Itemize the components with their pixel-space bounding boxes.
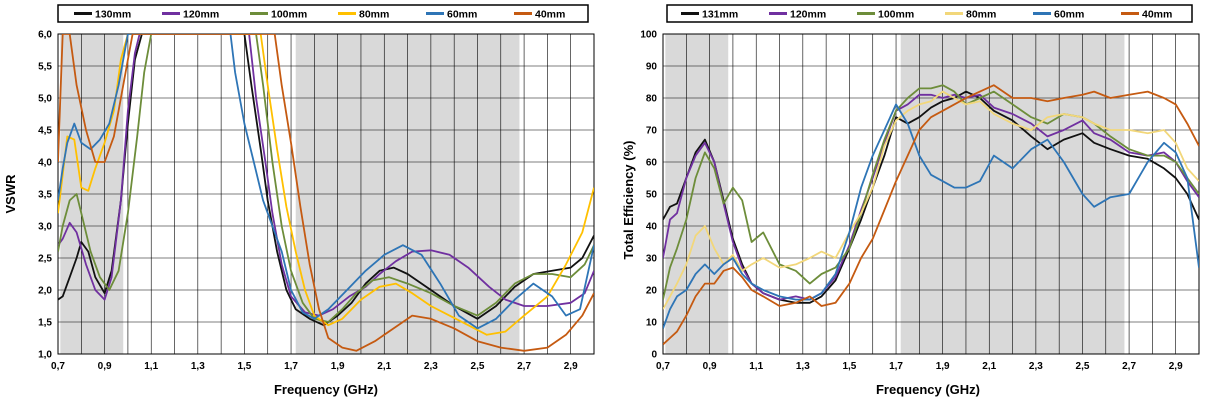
series-line-80mm [58,34,594,336]
x-tick-label: 0,9 [98,361,112,372]
y-tick-label: 6,0 [38,30,52,41]
legend-box [57,4,589,23]
y-tick-label: 1,5 [38,318,52,329]
x-tick-label: 1,5 [237,361,251,372]
legend-label: 100mm [271,8,307,20]
legend-box [666,4,1193,23]
legend-label: 80mm [966,8,996,20]
x-tick-labels: 0,7 0,9 1,1 1,3 1,5 1,7 1,9 2,1 2,3 2,5 2,7 2,9 [51,361,578,372]
y-tick-label: 4,5 [38,126,52,137]
x-tick-label: 2,3 [1029,361,1043,372]
gridlines [662,33,1200,355]
x-tick-labels: 0,7 0,9 1,1 1,3 1,5 1,7 1,9 2,1 2,3 2,5 2,7 2,9 [656,361,1183,372]
x-tick-label: 2,3 [424,361,438,372]
y-tick-label: 70 [646,126,658,137]
y-tick-label: 80 [646,94,658,105]
series-line-40mm [58,34,594,352]
legend-label: 40mm [1142,8,1172,20]
y-tick-label: 20 [646,286,658,297]
series-line-40mm [663,84,1199,346]
x-tick-label: 1,3 [191,361,205,372]
y-tick-label: 30 [646,254,658,265]
y-axis-title: VSWR [3,174,18,214]
y-tick-label: 3,0 [38,222,52,233]
y-tick-labels: 1,0 1,5 2,0 2,5 3,0 3,5 4,0 4,5 5,0 5,5 6,0 [38,30,52,361]
legend: 131mm 120mm 100mm 80mm 60mm 40mm [666,4,1193,23]
x-tick-label: 1,1 [144,361,158,372]
legend: 130mm 120mm 100mm 80mm 60mm 40mm [57,4,589,23]
legend-label: 40mm [535,8,565,20]
x-tick-label: 1,5 [842,361,856,372]
y-tick-label: 40 [646,222,658,233]
x-tick-label: 0,7 [51,361,65,372]
series-line-60mm [58,34,594,330]
x-tick-label: 2,9 [564,361,578,372]
x-tick-label: 1,9 [331,361,345,372]
y-tick-label: 50 [646,190,658,201]
y-tick-label: 4,0 [38,158,52,169]
x-tick-label: 0,9 [703,361,717,372]
x-tick-label: 2,7 [517,361,531,372]
x-axis-title: Frequency (GHz) [876,382,980,397]
x-tick-label: 1,9 [936,361,950,372]
x-tick-label: 1,3 [796,361,810,372]
y-tick-label: 10 [646,318,658,329]
legend-label: 120mm [183,8,219,20]
x-tick-label: 2,5 [471,361,485,372]
legend-label: 130mm [95,8,131,20]
x-tick-label: 1,7 [889,361,903,372]
plot-border [57,33,595,355]
y-tick-label: 3,5 [38,190,52,201]
y-tick-label: 0 [651,350,657,361]
x-tick-label: 1,1 [749,361,763,372]
y-tick-label: 60 [646,158,658,169]
legend-label: 120mm [790,8,826,20]
y-axis-title: Total Efficiency (%) [621,141,636,260]
y-tick-label: 1,0 [38,350,52,361]
y-tick-label: 2,0 [38,286,52,297]
legend-label: 100mm [878,8,914,20]
y-tick-label: 90 [646,62,658,73]
y-tick-label: 5,0 [38,94,52,105]
legend-label: 60mm [447,8,477,20]
y-tick-label: 2,5 [38,254,52,265]
x-tick-label: 2,1 [377,361,391,372]
y-tick-labels: 0 10 20 30 40 50 60 70 80 90 100 [640,30,657,361]
y-tick-label: 100 [640,30,657,41]
series-line-100mm [58,34,594,323]
series-line-60mm [663,103,1199,329]
series-lines [58,34,594,352]
y-tick-label: 5,5 [38,62,52,73]
vswr-chart: 0,7 0,9 1,1 1,3 1,5 1,7 1,9 2,1 2,3 2,5 2,7 2,9 1,0… [3,4,595,397]
x-tick-label: 1,7 [284,361,298,372]
x-tick-label: 2,1 [982,361,996,372]
x-tick-label: 2,7 [1122,361,1136,372]
x-tick-label: 0,7 [656,361,670,372]
x-tick-label: 2,9 [1169,361,1183,372]
efficiency-chart: 0,7 0,9 1,1 1,3 1,5 1,7 1,9 2,1 2,3 2,5 2,7 2,9 0 10… [621,4,1200,397]
legend-label: 60mm [1054,8,1084,20]
legend-label: 131mm [702,8,738,20]
series-lines [663,84,1199,346]
x-tick-label: 2,5 [1076,361,1090,372]
series-line-130mm [58,34,594,327]
x-axis-title: Frequency (GHz) [274,382,378,397]
legend-label: 80mm [359,8,389,20]
